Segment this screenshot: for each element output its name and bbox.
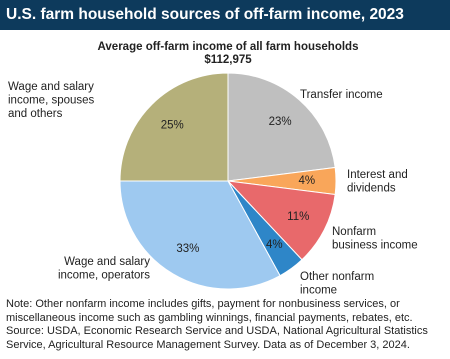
data-label: 33% <box>176 243 199 255</box>
data-label: 25% <box>161 119 184 131</box>
category-label: Interest and dividends <box>347 169 408 195</box>
category-label: Other nonfarm income <box>300 271 374 297</box>
data-label: 23% <box>269 116 292 128</box>
pie-slice <box>227 72 336 182</box>
chart-title: U.S. farm household sources of off-farm … <box>0 0 450 30</box>
category-label: Transfer income <box>300 89 383 101</box>
data-label: 11% <box>287 211 309 223</box>
pie-slice <box>119 180 281 290</box>
category-label: Nonfarm business income <box>332 226 418 252</box>
category-label: Wage and salary income, operators <box>58 256 150 282</box>
notes: Note: Other nonfarm income includes gift… <box>6 298 448 352</box>
subtitle: $112,975 <box>204 54 252 66</box>
subtitle: Average off-farm income of all farm hous… <box>98 41 359 53</box>
category-label: Wage and salary income, spouses and others <box>8 81 95 120</box>
data-label: 4% <box>266 239 283 251</box>
pie-slice <box>226 180 336 261</box>
pie-slice <box>119 72 229 182</box>
plot: Average off-farm income of all farm hous… <box>8 41 418 297</box>
source: Source: USDA, Economic Research Service … <box>6 325 428 351</box>
note: Note: Other nonfarm income includes gift… <box>6 298 413 324</box>
data-label: 4% <box>299 175 316 187</box>
